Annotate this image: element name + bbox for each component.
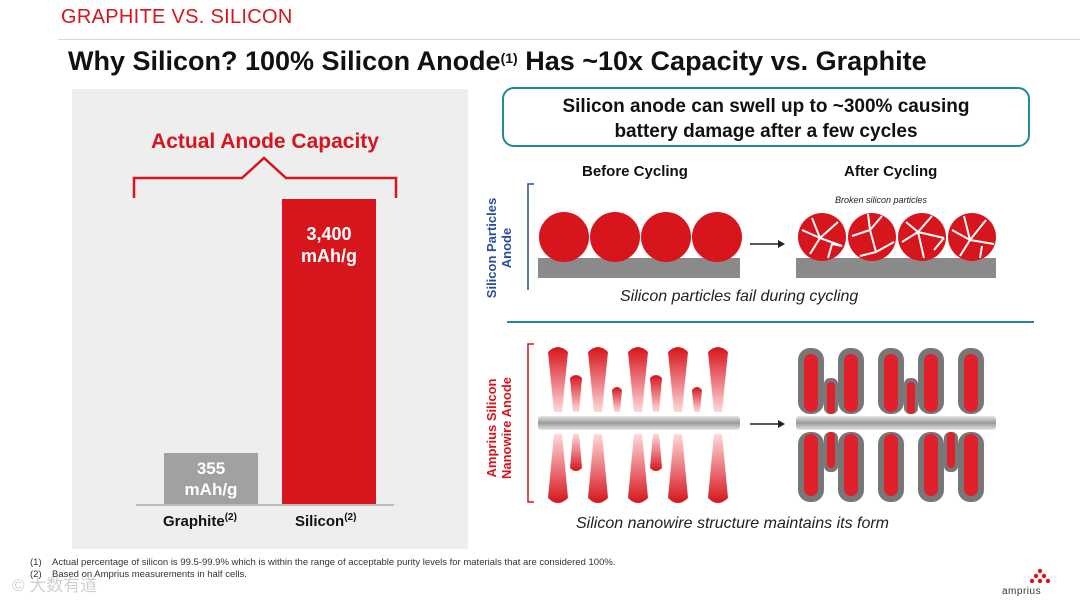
before-substrate bbox=[538, 258, 740, 278]
silicon-unit: mAh/g bbox=[301, 246, 357, 266]
nanowire-side-label: Amprius Silicon Nanowire Anode bbox=[484, 376, 514, 480]
particles-bracket-line bbox=[527, 183, 534, 290]
cycling-arrow-icon bbox=[750, 240, 785, 248]
graphite-label: Graphite(2) bbox=[163, 512, 237, 530]
before-cycling-heading: Before Cycling bbox=[582, 163, 688, 180]
silicon-particle bbox=[590, 212, 640, 262]
particles-diagram bbox=[527, 183, 996, 290]
swelling-callout: Silicon anode can swell up to ~300% caus… bbox=[502, 87, 1030, 147]
capacity-heading: Actual Anode Capacity bbox=[151, 130, 379, 153]
broken-particle bbox=[798, 213, 846, 261]
after-substrate bbox=[796, 258, 996, 278]
after-cycling-heading: After Cycling bbox=[844, 163, 938, 180]
graphite-unit: mAh/g bbox=[184, 480, 238, 499]
silicon-particle bbox=[692, 212, 742, 262]
capacity-panel bbox=[72, 89, 468, 549]
broken-particles-note: Broken silicon particles bbox=[835, 195, 928, 205]
nanowire-diagram bbox=[527, 343, 996, 503]
logo-wordmark: amprius bbox=[1002, 586, 1042, 597]
silicon-label: Silicon(2) bbox=[295, 512, 357, 530]
broken-particle bbox=[898, 213, 946, 261]
silicon-particle bbox=[641, 212, 691, 262]
silicon-value: 3,400 bbox=[306, 224, 352, 244]
footnote-2: (2) Based on Amprius measurements in half… bbox=[30, 569, 247, 580]
nanowire-bracket-line bbox=[527, 343, 534, 503]
particles-caption: Silicon particles fail during cycling bbox=[620, 288, 859, 305]
cycling-arrow-icon bbox=[750, 420, 785, 428]
footnote-1: (1) Actual percentage of silicon is 99.5-… bbox=[30, 557, 616, 568]
broken-particle bbox=[948, 213, 996, 261]
footnotes: (1) Actual percentage of silicon is 99.5-… bbox=[30, 557, 615, 581]
nanowire-caption: Silicon nanowire structure maintains its… bbox=[576, 515, 890, 532]
silicon-particle bbox=[539, 212, 589, 262]
silicon-bar: 3,400 mAh/g bbox=[282, 199, 376, 504]
graphite-value: 355 bbox=[196, 459, 226, 478]
particles-side-label: Silicon Particles Anode bbox=[484, 197, 514, 299]
broken-particle bbox=[848, 213, 896, 261]
nanowires-after bbox=[796, 348, 996, 502]
heading-bracket bbox=[132, 156, 398, 198]
watermark: © 大数有道 bbox=[12, 576, 98, 595]
bar-baseline bbox=[136, 504, 394, 506]
header-divider bbox=[58, 39, 1080, 40]
nanowires-before bbox=[538, 347, 740, 503]
section-divider bbox=[507, 321, 1034, 323]
section-kicker: GRAPHITE VS. SILICON bbox=[61, 6, 293, 28]
graphite-bar: 355 mAh/g bbox=[164, 453, 258, 504]
page-title: Why Silicon? 100% Silicon Anode(1) Has ~… bbox=[68, 46, 927, 76]
amprius-logo-icon bbox=[1029, 568, 1051, 584]
